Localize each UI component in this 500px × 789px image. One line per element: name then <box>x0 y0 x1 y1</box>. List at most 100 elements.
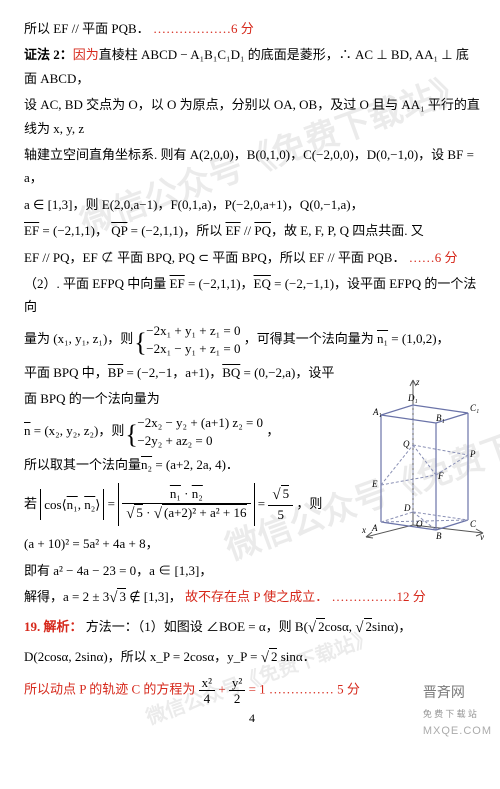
problem-number: 19. 解析： <box>24 619 83 634</box>
vector: BP <box>108 365 123 380</box>
text: （2）. 平面 EFPQ 中向量 <box>24 276 170 291</box>
text: 轴建立空间直角坐标系. 则有 A(2,0,0)，B(0,1,0)，C(−2,0,… <box>24 147 474 185</box>
text: 即有 a² − 4a − 23 = 0，a ∈ [1,3]， <box>24 563 212 578</box>
equation-system: −2x₂ − y₂ + (a+1) z₂ = 0 −2y₂ + az₂ = 0 <box>137 414 263 450</box>
text: cosα, <box>325 619 356 634</box>
text: = (−2,−1，a+1)， <box>123 365 222 380</box>
denominator: √5 · √(a+2)² + a² + 16 <box>122 504 250 523</box>
text: = (0,−2,a)，设平 <box>240 365 334 380</box>
text-line: EF = (−2,1,1)， QP = (−2,1,1)，所以 EF // PQ… <box>24 219 480 242</box>
numerator: √5 <box>268 487 293 507</box>
svg-text:z: z <box>415 377 420 387</box>
svg-text:P: P <box>469 449 476 459</box>
score-text: ……6 分 <box>409 250 458 265</box>
eq-row: −2x₂ − y₂ + (a+1) z₂ = 0 <box>137 414 263 432</box>
text-line: 19. 解析： 方法一：（1）如图设 ∠BOE = α，则 B(√2cosα, … <box>24 615 480 642</box>
denominator: 5 <box>268 506 293 522</box>
text: 故不存在点 P 使之成立． <box>185 589 328 604</box>
text-line: 证法 2：因为直棱柱 ABCD − A₁B₁C₁D₁ 的底面是菱形，∴ AC ⊥… <box>24 43 480 90</box>
text: (a + 10)² = 5a² + 4a + 8， <box>24 536 159 551</box>
text: sinα)， <box>372 619 411 634</box>
vector: n₂ <box>141 457 152 472</box>
text: = (−2,1,1)， <box>185 276 254 291</box>
text: = (−2,1,1)， <box>39 223 108 238</box>
text-line: 解得，a = 2 ± 3√3 ∉ [1,3]， 故不存在点 P 使之成立． ……… <box>24 585 480 612</box>
text: ，可得其一个法向量为 <box>244 331 377 346</box>
vector: PQ <box>254 223 271 238</box>
svg-text:E: E <box>371 479 378 489</box>
eq-row: −2x₁ − y₁ + z₁ = 0 <box>146 340 240 358</box>
numerator: x² <box>199 676 215 691</box>
svg-text:C₁: C₁ <box>470 403 479 413</box>
fraction: x² 4 <box>199 676 215 705</box>
vector: EF <box>170 276 185 291</box>
svg-text:y: y <box>479 532 484 540</box>
sqrt: 3 <box>117 588 126 604</box>
text: 若 <box>24 496 40 511</box>
text-line: D(2cosα, 2sinα)，所以 x_P = 2cosα，y_P = √2 … <box>24 645 480 672</box>
text: 量为 (x₁, y₁, z₁)，则 <box>24 331 133 346</box>
text-line: 所以动点 P 的轨迹 C 的方程为 x² 4 + y² 2 = 1 …………… … <box>24 676 480 705</box>
text: ，故 E, F, P, Q 四点共面. 又 <box>271 223 424 238</box>
text: ⟩ <box>95 497 100 512</box>
svg-text:F: F <box>437 471 444 481</box>
text: // <box>241 223 255 238</box>
fraction: √5 5 <box>268 487 293 523</box>
numerator: n₁ · n₂ <box>122 487 250 504</box>
text: 所以动点 P 的轨迹 C 的方程为 <box>24 682 199 697</box>
eq-row: −2x₁ + y₁ + z₁ = 0 <box>146 322 240 340</box>
vector: n₁ <box>67 497 78 512</box>
svg-text:C: C <box>470 519 477 529</box>
text: ，则 <box>296 496 322 511</box>
svg-text:A: A <box>371 523 378 533</box>
site-footer: 晋斉网 免 费 下 载 站 MXQE.COM <box>423 681 492 742</box>
text: = 1 …………… 5 分 <box>249 682 360 697</box>
text: D(2cosα, 2sinα)，所以 x_P = 2cosα，y_P = <box>24 649 261 664</box>
text: = (1,0,2)， <box>388 331 450 346</box>
text: EF // PQ，EF ⊄ 平面 BPQ, PQ ⊂ 平面 BPQ，所以 EF … <box>24 250 405 265</box>
vector: EF <box>225 223 240 238</box>
text-line: EF // PQ，EF ⊄ 平面 BPQ, PQ ⊂ 平面 BPQ，所以 EF … <box>24 246 480 269</box>
text: = (−2,1,1)，所以 <box>127 223 225 238</box>
vector: n₁ <box>377 331 388 346</box>
text: ， <box>266 423 279 438</box>
text-line: 轴建立空间直角坐标系. 则有 A(2,0,0)，B(0,1,0)，C(−2,0,… <box>24 143 480 190</box>
method-label: 证法 2： <box>24 47 73 62</box>
text-line: （2）. 平面 EFPQ 中向量 EF = (−2,1,1)，EQ = (−2,… <box>24 272 480 319</box>
svg-text:B₁: B₁ <box>436 413 445 423</box>
svg-text:Q: Q <box>403 439 410 449</box>
fraction: y² 2 <box>229 676 245 705</box>
score-text: ………………6 分 <box>153 21 254 36</box>
abs-value: cos⟨n₁, n₂⟩ <box>40 489 104 520</box>
svg-text:D: D <box>403 503 411 513</box>
text-line: 所以 EF // 平面 PQB． ………………6 分 <box>24 17 480 40</box>
text: 平面 BPQ 中， <box>24 365 108 380</box>
abs-value: n₁ · n₂ √5 · √(a+2)² + a² + 16 <box>118 483 254 527</box>
svg-text:x: x <box>361 525 366 535</box>
svg-text:A₁: A₁ <box>372 407 382 417</box>
text: 方法一：（1）如图设 ∠BOE = α，则 B( <box>86 619 308 634</box>
denominator: 4 <box>199 691 215 705</box>
page-number: 4 <box>24 708 480 730</box>
prism-figure: A₁D₁B₁C₁ ADBC EFPQ O xyz <box>358 375 488 540</box>
svg-text:O: O <box>416 519 423 529</box>
fraction: n₁ · n₂ √5 · √(a+2)² + a² + 16 <box>122 487 250 523</box>
text: 面 BPQ 的一个法向量为 <box>24 391 160 406</box>
text: 所以取其一个法向量 <box>24 457 141 472</box>
text: = (x₂, y₂, z₂)，则 <box>31 423 125 438</box>
footer-sub: 免 费 下 载 站 <box>423 706 492 722</box>
vector: BQ <box>222 365 240 380</box>
text-line: a ∈ [1,3]，则 E(2,0,a−1)，F(0,1,a)，P(−2,0,a… <box>24 193 480 216</box>
equation-system: −2x₁ + y₁ + z₁ = 0 −2x₁ − y₁ + z₁ = 0 <box>146 322 240 358</box>
vector: n₂ <box>84 497 95 512</box>
text: sinα． <box>277 649 315 664</box>
text-line: 设 AC, BD 交点为 O，以 O 为原点，分别以 OA, OB，及过 O 且… <box>24 93 480 140</box>
denominator: 2 <box>229 691 245 705</box>
text: 设 AC, BD 交点为 O，以 O 为原点，分别以 OA, OB，及过 O 且… <box>24 97 480 135</box>
text-line: 量为 (x₁, y₁, z₁)，则 −2x₁ + y₁ + z₁ = 0 −2x… <box>24 322 480 358</box>
footer-url: MXQE.COM <box>423 722 492 742</box>
text: ∉ [1,3]， <box>126 589 182 604</box>
svg-text:B: B <box>436 531 442 540</box>
text: = (a+2, 2a, 4)． <box>152 457 239 472</box>
text: 因为 <box>73 47 99 62</box>
